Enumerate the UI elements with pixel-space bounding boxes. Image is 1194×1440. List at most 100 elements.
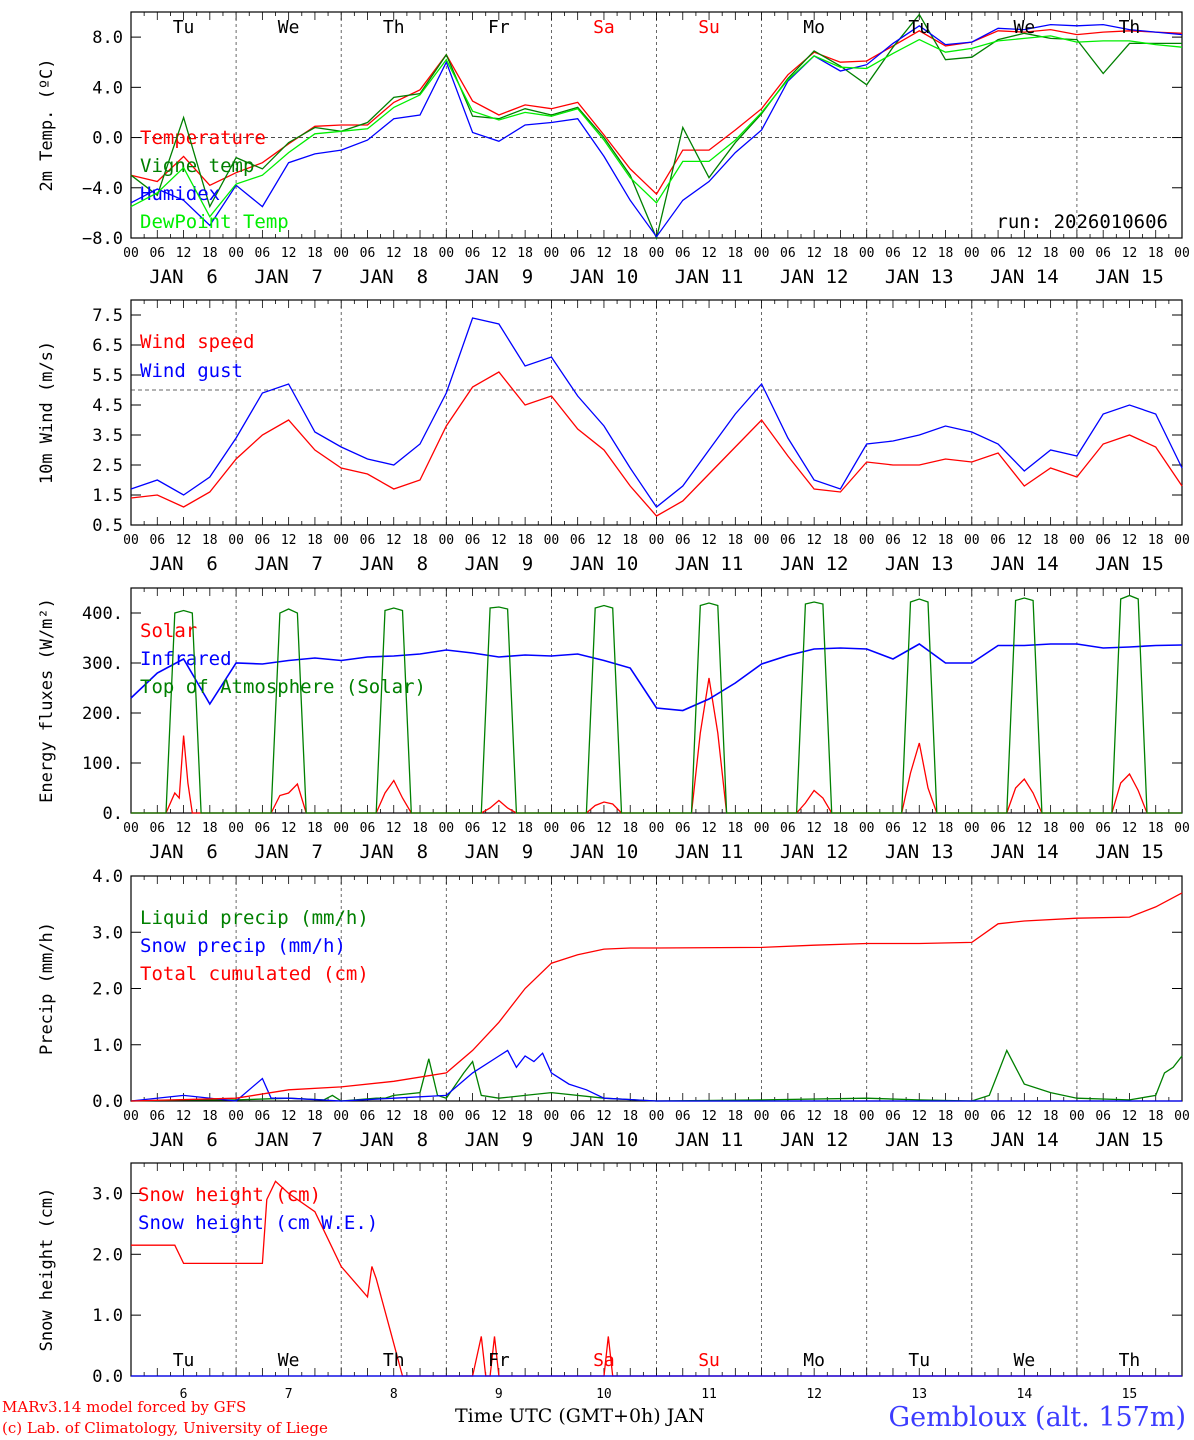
y-axis-label: Precip (mm/h) xyxy=(37,922,57,1055)
weekday-label: Tu xyxy=(908,17,930,38)
x-hour-label: 06 xyxy=(990,246,1006,261)
weekday-label: Fr xyxy=(488,17,510,38)
y-tick-label: 0. xyxy=(103,804,123,824)
run-label: run: 2026010606 xyxy=(996,211,1168,233)
x-hour-label: 00 xyxy=(1069,533,1085,548)
legend-entry: Snow height (cm W.E.) xyxy=(138,1212,378,1234)
x-hour-label: 00 xyxy=(1174,1109,1190,1124)
x-date-label: JAN 15 xyxy=(1095,553,1164,575)
x-hour-label: 12 xyxy=(806,533,822,548)
x-hour-label: 12 xyxy=(806,246,822,261)
x-hour-label: 06 xyxy=(149,1109,165,1124)
x-hour-label: 00 xyxy=(649,1109,665,1124)
x-hour-label: 06 xyxy=(1095,533,1111,548)
x-hour-label: 00 xyxy=(964,246,980,261)
x-hour-label: 00 xyxy=(964,821,980,836)
x-hour-label: 18 xyxy=(938,533,954,548)
x-hour-label: 00 xyxy=(123,1109,139,1124)
x-date-label: JAN 10 xyxy=(570,841,639,863)
x-date-label: JAN 12 xyxy=(780,1129,849,1151)
x-hour-label: 00 xyxy=(438,1109,454,1124)
x-hour-label: 00 xyxy=(649,246,665,261)
panel-snow: 0.0 1.0 2.0 3.0 Snow height (cm) Snow height … xyxy=(37,1162,1183,1402)
x-hour-label: 00 xyxy=(333,533,349,548)
x-hour-label: 06 xyxy=(465,1109,481,1124)
x-hour-label: 18 xyxy=(1148,1109,1164,1124)
weekday-label: Th xyxy=(383,1350,405,1371)
x-date-label: JAN 9 xyxy=(465,841,534,863)
x-hour-label: 06 xyxy=(885,821,901,836)
x-hour-label: 06 xyxy=(465,533,481,548)
x-date-label: JAN 13 xyxy=(885,841,954,863)
x-hour-label: 12 xyxy=(386,1109,402,1124)
x-date-label: JAN 14 xyxy=(990,553,1059,575)
series-line-humidex xyxy=(130,23,1183,238)
plot-frame xyxy=(130,299,1183,526)
x-hour-label: 12 xyxy=(176,246,192,261)
x-hour-label: 06 xyxy=(675,1109,691,1124)
x-hour-label: 18 xyxy=(202,1109,218,1124)
x-date-label: JAN 8 xyxy=(359,553,428,575)
x-hour-label: 18 xyxy=(307,1109,323,1124)
x-hour-label: 18 xyxy=(1043,821,1059,836)
weekday-label: We xyxy=(1014,17,1036,38)
x-hour-label: 00 xyxy=(964,533,980,548)
x-hour-label: 06 xyxy=(780,533,796,548)
legend-entry: Solar xyxy=(140,620,197,642)
x-hour-label: 18 xyxy=(517,533,533,548)
x-hour-label: 12 xyxy=(911,246,927,261)
x-hour-label: 06 xyxy=(780,246,796,261)
x-hour-label: 00 xyxy=(544,1109,560,1124)
x-date-label: JAN 7 xyxy=(254,841,323,863)
x-hour-label: 18 xyxy=(412,533,428,548)
x-day-number: 8 xyxy=(390,1387,398,1402)
x-hour-label: 12 xyxy=(911,821,927,836)
x-day-number: 13 xyxy=(911,1387,927,1402)
x-hour-label: 12 xyxy=(1017,821,1033,836)
weekday-label: Tu xyxy=(173,1350,195,1371)
x-hour-label: 00 xyxy=(228,533,244,548)
x-hour-label: 12 xyxy=(596,1109,612,1124)
x-hour-label: 00 xyxy=(544,821,560,836)
x-hour-label: 06 xyxy=(570,533,586,548)
x-hour-label: 06 xyxy=(360,246,376,261)
y-tick-label: −4.0 xyxy=(82,179,123,199)
x-hour-label: 18 xyxy=(833,1109,849,1124)
x-hour-label: 12 xyxy=(1122,246,1138,261)
x-date-label: JAN 7 xyxy=(254,1129,323,1151)
x-hour-label: 06 xyxy=(1095,246,1111,261)
x-hour-label: 18 xyxy=(517,821,533,836)
x-hour-label: 00 xyxy=(1069,1109,1085,1124)
x-hour-label: 06 xyxy=(885,246,901,261)
x-hour-label: 00 xyxy=(333,821,349,836)
x-date-label: JAN 7 xyxy=(254,553,323,575)
weekday-label: Su xyxy=(698,1350,720,1371)
x-hour-label: 18 xyxy=(622,533,638,548)
y-tick-label: 0.0 xyxy=(92,1367,123,1387)
x-hour-label: 12 xyxy=(701,1109,717,1124)
legend-entry: Snow height (cm) xyxy=(138,1184,321,1206)
series-line-dewpoint-temp xyxy=(130,35,1183,218)
x-hour-label: 00 xyxy=(649,821,665,836)
x-hour-label: 00 xyxy=(228,821,244,836)
x-hour-label: 12 xyxy=(491,1109,507,1124)
x-day-number: 14 xyxy=(1017,1387,1033,1402)
weekday-label: Sa xyxy=(593,17,615,38)
x-hour-label: 00 xyxy=(754,533,770,548)
y-tick-label: 4.5 xyxy=(92,396,123,416)
x-hour-label: 12 xyxy=(701,246,717,261)
x-hour-label: 12 xyxy=(1122,1109,1138,1124)
x-date-label: JAN 6 xyxy=(149,841,218,863)
weekday-label: We xyxy=(1014,1350,1036,1371)
x-hour-label: 12 xyxy=(1017,1109,1033,1124)
x-hour-label: 00 xyxy=(754,821,770,836)
x-hour-label: 12 xyxy=(281,533,297,548)
y-tick-label: 4.0 xyxy=(92,78,123,98)
x-hour-label: 12 xyxy=(281,246,297,261)
x-hour-label: 06 xyxy=(885,1109,901,1124)
x-hour-label: 06 xyxy=(780,821,796,836)
x-hour-label: 18 xyxy=(938,1109,954,1124)
y-tick-label: 7.5 xyxy=(92,306,123,326)
x-hour-label: 00 xyxy=(859,533,875,548)
